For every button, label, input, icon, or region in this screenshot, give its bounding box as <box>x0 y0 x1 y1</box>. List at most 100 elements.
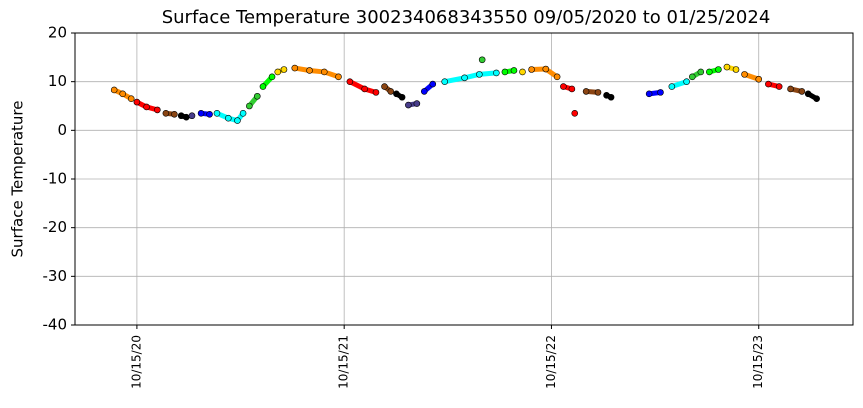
point <box>171 110 178 118</box>
point <box>119 90 127 98</box>
point <box>162 110 170 117</box>
y-tick-label: -10 <box>43 170 68 188</box>
series <box>381 83 395 95</box>
series <box>741 71 763 83</box>
point <box>645 90 653 98</box>
y-tick-label: -30 <box>43 267 68 285</box>
series <box>723 63 740 73</box>
point <box>668 83 676 90</box>
point <box>732 66 740 73</box>
series <box>528 65 561 81</box>
series <box>787 85 806 95</box>
point <box>528 66 535 73</box>
series <box>177 112 190 121</box>
series-band <box>294 65 340 80</box>
chart-title: Surface Temperature 300234068343550 09/0… <box>162 7 771 28</box>
y-tick-label: -20 <box>43 218 68 236</box>
y-tick-label: 20 <box>48 24 67 42</box>
series <box>765 80 783 90</box>
point <box>741 71 748 78</box>
point <box>519 68 526 76</box>
point <box>335 73 342 81</box>
point <box>127 95 135 102</box>
point <box>372 89 380 96</box>
series <box>804 90 820 102</box>
point <box>291 64 299 72</box>
point <box>476 71 483 78</box>
point <box>715 66 722 73</box>
point <box>197 110 205 117</box>
point <box>765 80 772 88</box>
point <box>542 65 550 73</box>
series <box>478 56 486 64</box>
point <box>253 92 261 100</box>
series <box>162 110 178 118</box>
x-tick-label: 10/15/21 <box>337 335 351 389</box>
series-band <box>215 111 246 124</box>
point <box>188 112 196 120</box>
point <box>657 89 664 96</box>
point <box>787 85 794 93</box>
point <box>225 114 232 122</box>
series <box>346 78 380 96</box>
plot-frame <box>74 32 854 326</box>
point <box>259 83 267 90</box>
point <box>154 106 161 114</box>
series <box>706 66 722 76</box>
series-band <box>444 70 497 85</box>
point <box>206 110 213 118</box>
point <box>478 56 486 64</box>
point <box>723 63 731 71</box>
point <box>280 66 288 73</box>
point <box>234 117 241 124</box>
point <box>268 73 276 81</box>
y-tick-label: 0 <box>57 121 67 139</box>
series <box>645 89 664 98</box>
point <box>274 68 282 76</box>
point <box>361 85 368 93</box>
point <box>798 88 806 95</box>
point <box>413 100 421 107</box>
series <box>560 83 576 93</box>
point <box>813 95 820 102</box>
series <box>291 64 342 81</box>
point <box>405 101 412 109</box>
point <box>560 83 567 90</box>
point <box>594 89 602 96</box>
point <box>553 73 561 81</box>
series <box>110 86 135 102</box>
point <box>493 69 500 77</box>
point <box>688 73 696 81</box>
point <box>697 68 705 76</box>
series <box>259 73 276 90</box>
series <box>246 92 261 110</box>
point <box>461 74 468 82</box>
series <box>441 69 500 85</box>
point <box>398 93 406 101</box>
point <box>755 75 763 83</box>
point <box>571 110 579 117</box>
y-tick-label: 10 <box>48 72 67 90</box>
point <box>321 68 328 76</box>
point <box>683 78 690 85</box>
series <box>393 90 406 101</box>
series <box>571 110 579 117</box>
x-tick-label: 10/15/20 <box>129 335 143 389</box>
point <box>110 86 118 94</box>
point <box>239 110 247 117</box>
point <box>441 78 448 85</box>
point <box>381 83 388 90</box>
x-tick-label: 10/15/22 <box>544 335 558 389</box>
point <box>429 80 437 88</box>
x-tick-label: 10/15/23 <box>751 335 765 389</box>
y-tick-label: -40 <box>43 316 68 334</box>
series <box>420 80 437 95</box>
series <box>519 68 526 76</box>
point <box>568 85 576 93</box>
point <box>582 88 590 95</box>
series <box>688 68 705 81</box>
point <box>246 102 253 110</box>
point <box>804 90 812 98</box>
